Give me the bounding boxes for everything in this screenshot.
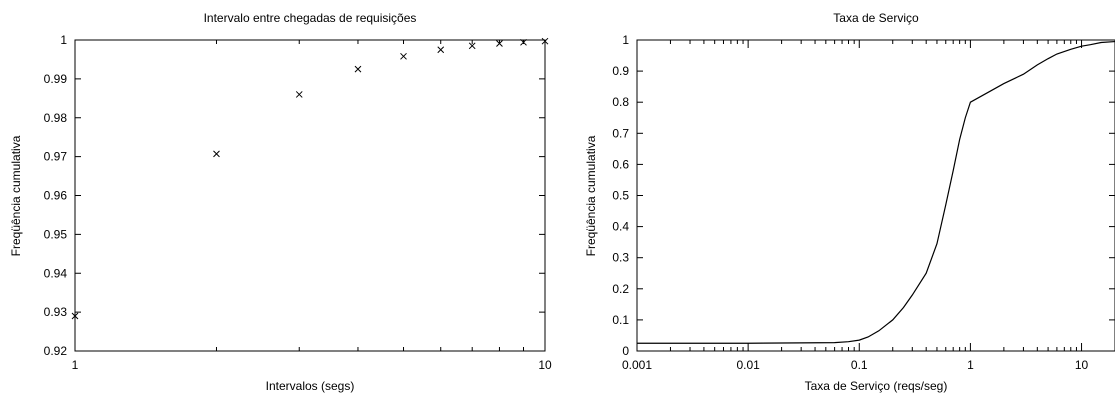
chart1-ytick-label: 0.92 (44, 344, 68, 358)
chart2-frame (636, 39, 1115, 352)
chart2-title: Taxa de Serviço (833, 11, 919, 25)
chart1-point (541, 37, 549, 45)
chart2-ytick-label: 0.8 (612, 95, 629, 109)
chart2-ytick-label: 0.5 (612, 189, 629, 203)
chart2-ytick-label: 0.1 (612, 313, 629, 327)
chart1-xtick-label: 10 (538, 358, 552, 372)
chart1-xtick-label: 1 (72, 358, 79, 372)
chart2-series-line (637, 40, 1115, 344)
chart1-title: Intervalo entre chegadas de requisições (204, 11, 417, 25)
chart1-ytick-label: 0.95 (44, 227, 68, 241)
chart1-ytick-label: 0.96 (44, 189, 68, 203)
chart1-point (295, 91, 303, 98)
chart1-ylabel: Freqüência cumulativa (9, 135, 23, 256)
chart1-point (400, 52, 407, 60)
chart2-xtick-label: 10 (1075, 358, 1089, 372)
chart2-ytick-label: 0.3 (612, 251, 629, 265)
chart1-point (468, 42, 476, 50)
chart1-point (354, 65, 362, 73)
chart1-ytick-label: 0.98 (44, 111, 68, 125)
chart2-xtick-label: 0.1 (851, 358, 868, 372)
chart2-xlabel: Taxa de Serviço (reqs/seg) (805, 379, 948, 393)
chart1-frame (74, 39, 546, 352)
chart2-ytick-label: 0.7 (612, 126, 629, 140)
chart1-point (496, 40, 503, 47)
chart1-point (520, 38, 527, 46)
chart1-plot: 0.92 0.93 0.94 0.95 0.96 0.97 0.98 0.99 1 1 10 (44, 33, 552, 372)
chart2-ytick-label: 0.9 (612, 64, 629, 78)
chart1-xlabel: Intervalos (segs) (266, 379, 355, 393)
chart1-ytick-label: 0.99 (44, 72, 68, 86)
chart2-xtick-label: 1 (967, 358, 974, 372)
chart1-point (437, 46, 445, 54)
chart2-xtick-label: 0.001 (622, 358, 652, 372)
chart2-xtick-label: 0.01 (736, 358, 760, 372)
chart1-ytick-label: 0.97 (44, 150, 68, 164)
chart2-plot: 0 0.1 0.2 0.3 0.4 0.5 0.6 0.7 0.8 0.9 1 0.001 0.01 0.… (612, 33, 1115, 372)
chart2-ylabel: Freqüência cumulativa (584, 135, 598, 256)
chart2-ytick-label: 1 (622, 33, 629, 47)
chart2-ytick-label: 0.6 (612, 157, 629, 171)
chart2-ytick-label: 0.4 (612, 220, 629, 234)
chart2-ytick-label: 0 (622, 344, 629, 358)
chart1-ytick-label: 0.93 (44, 305, 68, 319)
chart1-point (213, 150, 220, 158)
chart2-ytick-label: 0.2 (612, 282, 629, 296)
chart1-ytick-label: 0.94 (44, 266, 68, 280)
chart1-point (71, 312, 79, 320)
chart1-ytick-label: 1 (60, 33, 67, 47)
